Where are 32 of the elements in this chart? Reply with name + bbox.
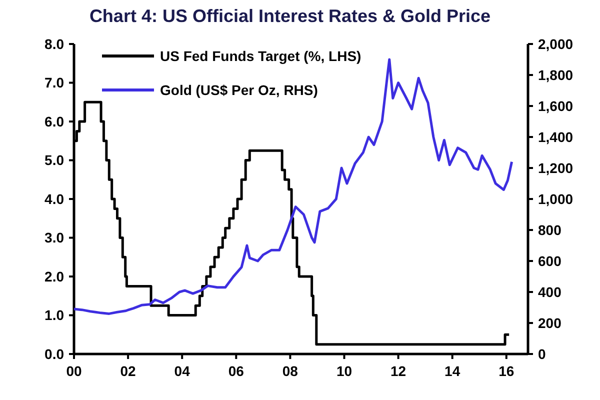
- y2-tick-label: 200: [538, 314, 562, 331]
- legend-label: US Fed Funds Target (%, LHS): [160, 48, 362, 64]
- y-tick-label: 3.0: [44, 230, 64, 246]
- y-tick-label: 4.0: [44, 190, 64, 207]
- y2-tick-label: 800: [538, 222, 562, 238]
- y-tick-label: 1.0: [44, 307, 64, 324]
- y-tick-label: 5.0: [44, 152, 64, 168]
- x-tick-label: 04: [174, 363, 190, 379]
- y-tick-label: 8.0: [44, 36, 64, 52]
- x-tick-label: 12: [390, 363, 406, 379]
- y2-tick-label: 400: [538, 284, 562, 300]
- y2-tick-label: 600: [538, 252, 562, 269]
- x-tick-label: 06: [228, 363, 244, 379]
- x-tick-label: 14: [444, 363, 460, 379]
- y-tick-label: 7.0: [44, 74, 64, 91]
- x-tick-label: 02: [120, 363, 136, 379]
- y2-tick-label: 1,200: [538, 160, 574, 176]
- x-tick-label: 10: [336, 363, 352, 379]
- y2-tick-label: 1,000: [538, 190, 574, 207]
- y-tick-label: 6.0: [44, 113, 64, 130]
- y2-tick-label: 0: [538, 346, 546, 362]
- y2-tick-label: 1,600: [538, 98, 574, 114]
- y2-tick-label: 1,400: [538, 128, 574, 145]
- legend-label: Gold (US$ Per Oz, RHS): [160, 82, 318, 98]
- x-tick-label: 16: [498, 363, 514, 379]
- y-tick-label: 2.0: [44, 268, 64, 284]
- chart-title: Chart 4: US Official Interest Rates & Gold Price: [89, 6, 491, 26]
- y-tick-label: 0.0: [44, 346, 64, 362]
- y2-tick-label: 1,800: [538, 66, 574, 83]
- x-tick-label: 08: [282, 363, 298, 379]
- x-tick-label: 00: [66, 363, 82, 379]
- y2-tick-label: 2,000: [538, 36, 574, 52]
